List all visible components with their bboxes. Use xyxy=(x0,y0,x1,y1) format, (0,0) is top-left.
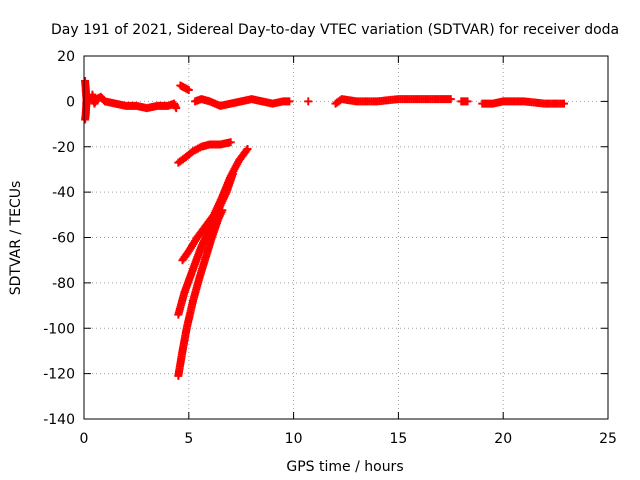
x-tick-label: 15 xyxy=(389,431,407,447)
series-segment-9 xyxy=(304,97,313,106)
data-point xyxy=(172,104,181,113)
y-tick-label: 0 xyxy=(66,94,75,110)
data-point xyxy=(226,138,235,147)
y-tick-label: -80 xyxy=(52,276,75,292)
data-point xyxy=(81,115,90,124)
series-segment-8 xyxy=(174,206,227,380)
x-tick-label: 25 xyxy=(599,431,617,447)
plot-frame xyxy=(83,55,609,420)
series-segment-4 xyxy=(191,95,294,110)
data-points xyxy=(81,76,568,380)
x-tick-label: 5 xyxy=(184,431,193,447)
data-point xyxy=(184,86,193,95)
y-tick-label: -120 xyxy=(43,367,75,383)
series-segment-3 xyxy=(176,81,193,95)
y-tick-label: -60 xyxy=(52,231,75,247)
data-point xyxy=(285,97,294,106)
series-segment-12 xyxy=(478,97,568,108)
x-tick-label: 20 xyxy=(494,431,512,447)
data-point xyxy=(463,97,472,106)
series-segment-2 xyxy=(88,90,181,113)
series-segment-10 xyxy=(331,95,455,108)
y-axis-ticks: 20 0 -20 -40 -60 -80 -100 -120 -140 xyxy=(43,49,608,428)
y-tick-label: 20 xyxy=(57,49,75,65)
data-point xyxy=(218,206,227,215)
y-tick-label: -140 xyxy=(43,412,75,428)
y-axis-label: SDTVAR / TECUs xyxy=(8,181,24,296)
data-point xyxy=(446,95,455,104)
y-tick-label: -100 xyxy=(43,321,75,337)
x-tick-label: 0 xyxy=(80,431,89,447)
data-point xyxy=(242,146,251,155)
series-segment-1 xyxy=(81,76,91,124)
x-axis-label: GPS time / hours xyxy=(286,459,403,475)
series-segment-11 xyxy=(457,97,472,106)
data-point xyxy=(243,145,252,154)
data-point xyxy=(228,169,237,178)
y-tick-label: -40 xyxy=(52,185,75,201)
series-segment-5 xyxy=(174,138,235,167)
data-point xyxy=(559,99,568,108)
y-tick-label: -20 xyxy=(52,140,75,156)
data-point xyxy=(304,97,313,106)
x-axis-ticks: 0 5 10 15 20 25 xyxy=(80,56,617,447)
x-tick-label: 10 xyxy=(285,431,303,447)
chart-title: Day 191 of 2021, Sidereal Day-to-day VTE… xyxy=(51,22,619,38)
